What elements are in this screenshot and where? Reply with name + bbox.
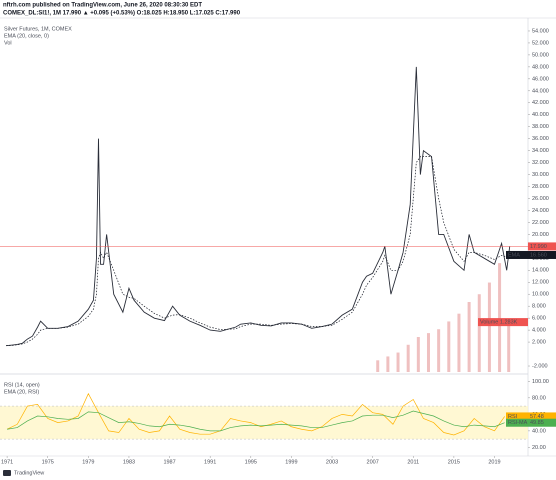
y-tick-label: 22.000: [532, 220, 549, 226]
x-tick-label: 1971: [1, 459, 13, 465]
tag-name: RSI: [508, 414, 518, 420]
y-tick-label: 40.000: [532, 112, 549, 118]
y-tick-label: 2.000: [532, 340, 546, 346]
y-tick-label: 32.000: [532, 160, 549, 166]
y-tick-label: 80.00: [532, 395, 546, 401]
x-tick-label: 2003: [326, 459, 338, 465]
y-tick-label: 30.000: [532, 172, 549, 178]
tag-name: RSI-MA: [508, 420, 528, 426]
tag-box: [478, 318, 528, 327]
y-tick-label: 50.000: [532, 52, 549, 58]
tag-box: [528, 250, 556, 259]
y-tick-label: 12.000: [532, 280, 549, 286]
tag-text: Volume 1.283K: [480, 320, 518, 326]
tag-text: 57.48: [530, 414, 544, 420]
y-tick-label: 8.000: [532, 304, 546, 310]
volume-bar: [457, 313, 461, 372]
legend-entry: Vol: [4, 40, 12, 46]
x-tick-label: 1979: [82, 459, 94, 465]
x-tick-label: 1983: [123, 459, 135, 465]
brand-logo: [3, 470, 11, 476]
x-tick-label: 2011: [407, 459, 419, 465]
x-tick-label: 1999: [285, 459, 297, 465]
y-tick-label: 26.000: [532, 196, 549, 202]
y-tick-label: 48.000: [532, 64, 549, 70]
x-tick-label: 1995: [245, 459, 257, 465]
y-tick-label: 20.000: [532, 232, 549, 238]
x-tick-label: 1975: [42, 459, 54, 465]
legend-entry: Silver Futures, 1M, COMEX: [4, 26, 72, 32]
y-tick-label: 34.000: [532, 148, 549, 154]
y-tick-label: 44.000: [532, 88, 549, 94]
y-tick-label: -2.000: [532, 363, 548, 369]
series-line: [6, 156, 510, 347]
y-tick-label: 10.000: [532, 292, 549, 298]
y-tick-label: 100.00: [532, 379, 549, 385]
legend-entry: EMA (20, RSI): [4, 389, 39, 395]
series-line: [7, 410, 505, 432]
y-tick-label: 4.000: [532, 328, 546, 334]
x-tick-label: 2007: [367, 459, 379, 465]
volume-bar: [447, 321, 451, 372]
x-tick-label: 2019: [488, 459, 500, 465]
tag-name-box: [506, 250, 528, 259]
legend-entry: RSI (14, open): [4, 382, 40, 388]
volume-bar: [396, 352, 400, 372]
volume-bar: [487, 282, 491, 372]
tag-box: [528, 242, 556, 251]
volume-bar: [426, 333, 430, 372]
y-tick-label: 20.00: [532, 445, 546, 451]
y-tick-label: 6.000: [532, 316, 546, 322]
tag-text: 17.990: [530, 244, 547, 250]
y-tick-label: 36.000: [532, 136, 549, 142]
brand: TradingView: [14, 470, 44, 476]
y-tick-label: 28.000: [532, 184, 549, 190]
volume-bar: [416, 337, 420, 372]
y-tick-label: 46.000: [532, 76, 549, 82]
x-tick-label: 1987: [163, 459, 175, 465]
volume-bar: [477, 294, 481, 372]
tag-name: EMA: [508, 252, 520, 258]
y-tick-label: 24.000: [532, 208, 549, 214]
y-tick-label: 40.00: [532, 428, 546, 434]
volume-bar: [406, 344, 410, 372]
volume-bar: [437, 329, 441, 372]
tag-name-box: [506, 418, 528, 427]
y-tick-label: 14.000: [532, 268, 549, 274]
tag-text: 16.560: [530, 252, 547, 258]
y-tick-label: 42.000: [532, 100, 549, 106]
y-tick-label: 38.000: [532, 124, 549, 130]
series-line: [6, 66, 511, 347]
volume-bar: [386, 356, 390, 372]
tag-name-box: [506, 412, 528, 421]
symbol-line: COMEX_DL:SI1!, 1M 17.990 ▲ +0.095 (+0.53…: [3, 11, 241, 17]
legend-entry: EMA (20, close, 0): [4, 33, 49, 39]
volume-bar: [467, 302, 471, 372]
rsi-band: [0, 406, 528, 440]
tag-text: 49.85: [530, 420, 544, 426]
volume-bar: [498, 263, 502, 372]
tag-box: [528, 412, 556, 421]
x-tick-label: 2015: [448, 459, 460, 465]
y-tick-label: 52.000: [532, 40, 549, 46]
y-tick-label: 54.000: [532, 28, 549, 34]
tag-box: [528, 418, 556, 427]
publisher: nftrh.com published on TradingView.com, …: [3, 3, 202, 9]
x-tick-label: 1991: [204, 459, 216, 465]
volume-bar: [376, 360, 380, 372]
series-line: [6, 392, 505, 436]
volume-bar: [507, 322, 511, 372]
